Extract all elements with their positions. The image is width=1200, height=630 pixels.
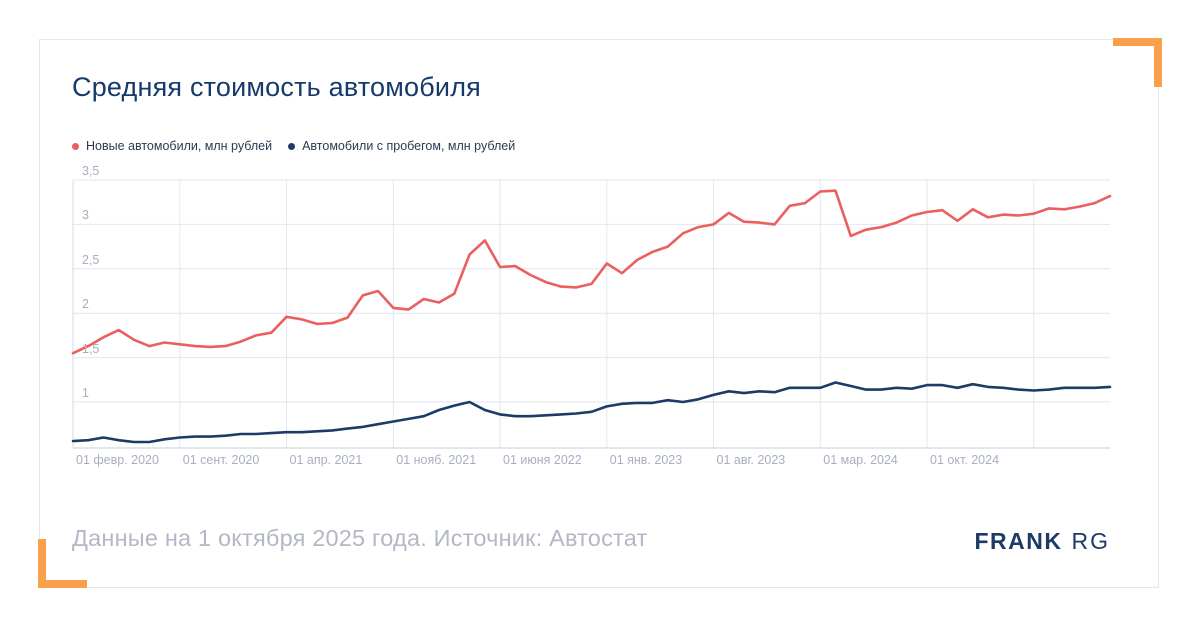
x-axis-tick-label: 01 апр. 2021 bbox=[289, 453, 363, 467]
x-axis-tick-label: 01 сент. 2020 bbox=[182, 453, 260, 467]
x-axis-tick-label: 01 февр. 2020 bbox=[76, 453, 159, 467]
line-chart bbox=[71, 179, 1112, 449]
legend-item-new-cars: Новые автомобили, млн рублей bbox=[72, 139, 272, 153]
legend-dot-used-cars-icon bbox=[288, 142, 296, 150]
y-axis-tick-label: 3 bbox=[82, 208, 89, 223]
x-axis-tick-label: 01 окт. 2024 bbox=[930, 453, 1000, 467]
legend-label-new-cars: Новые автомобили, млн рублей bbox=[86, 139, 273, 153]
series-line-new-cars bbox=[71, 189, 1112, 355]
y-axis-tick-label: 2 bbox=[82, 297, 89, 312]
y-axis-tick-label: 1,5 bbox=[82, 341, 100, 356]
legend-label-used-cars: Автомобили с пробегом, млн рублей bbox=[302, 139, 516, 153]
corner-accent-top-right-icon bbox=[1113, 38, 1162, 87]
series-line-used-cars bbox=[71, 381, 1112, 444]
brand-frank: FRANK bbox=[974, 528, 1063, 554]
x-axis-tick-label: 01 нояб. 2021 bbox=[396, 453, 477, 467]
x-axis-tick-label: 01 авг. 2023 bbox=[716, 453, 786, 467]
brand-rg: RG bbox=[1071, 528, 1110, 554]
legend-item-used-cars: Автомобили с пробегом, млн рублей bbox=[288, 139, 515, 153]
data-source-note: Данные на 1 октября 2025 года. Источник:… bbox=[72, 525, 648, 551]
y-axis-tick-label: 2,5 bbox=[82, 252, 100, 267]
x-axis-tick-label: 01 янв. 2023 bbox=[609, 453, 683, 467]
x-axis-tick-label: 01 июня 2022 bbox=[503, 453, 582, 467]
legend-dot-new-cars-icon bbox=[72, 142, 79, 150]
x-axis-tick-label: 01 мар. 2024 bbox=[823, 453, 898, 467]
page-title: Средняя стоимость автомобиля bbox=[72, 72, 481, 102]
y-axis-tick-label: 3,5 bbox=[82, 164, 100, 178]
corner-accent-bottom-left-icon bbox=[38, 539, 87, 588]
legend: Новые автомобили, млн рублей Автомобили … bbox=[72, 139, 515, 153]
y-axis-tick-label: 1 bbox=[82, 386, 89, 400]
frank-rg-logo: FRANK RG bbox=[975, 528, 1111, 555]
